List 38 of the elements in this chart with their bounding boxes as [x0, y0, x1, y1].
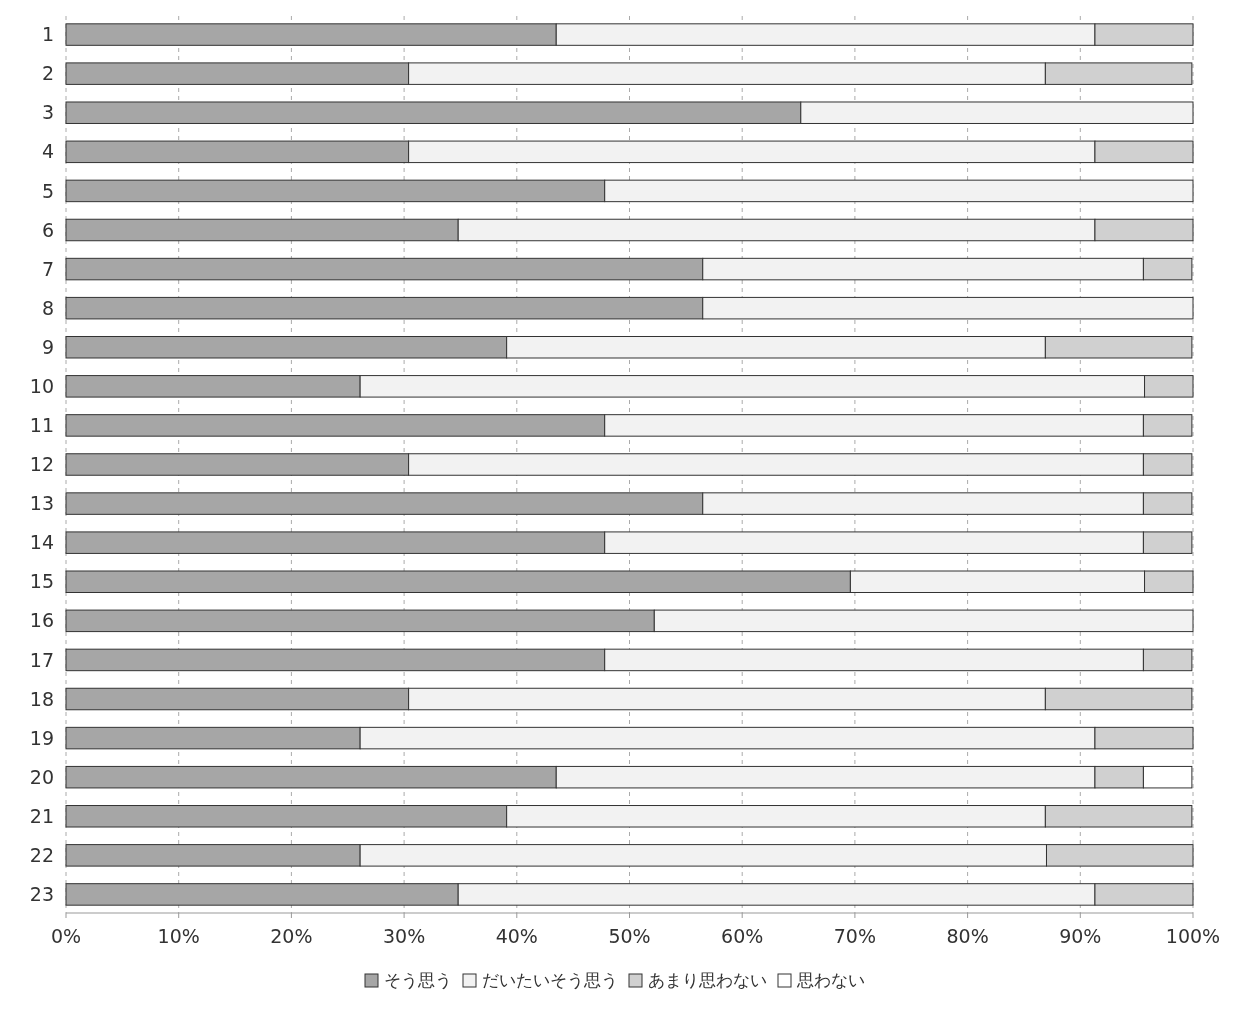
x-tick-label: 50%	[608, 925, 651, 947]
y-tick-label: 17	[29, 648, 54, 671]
y-tick-label: 20	[29, 765, 54, 788]
legend-label: あまり思わない	[648, 970, 767, 990]
x-tick-label: 40%	[495, 925, 538, 947]
legend-label: そう思う	[384, 970, 452, 990]
y-tick-label: 19	[29, 726, 54, 749]
y-tick-label: 21	[29, 804, 54, 827]
legend-label: だいたいそう思う	[482, 970, 618, 990]
x-tick-label: 60%	[721, 925, 764, 947]
y-tick-label: 18	[29, 687, 54, 710]
x-tick-label: 90%	[1059, 925, 1102, 947]
y-tick-label: 23	[29, 883, 54, 906]
x-tick-label: 10%	[157, 925, 200, 947]
y-tick-label: 13	[29, 492, 54, 515]
y-tick-label: 9	[41, 335, 54, 358]
legend-label: 思わない	[796, 970, 865, 990]
x-tick-label: 30%	[382, 925, 426, 947]
y-tick-label: 3	[41, 101, 54, 124]
y-tick-label: 11	[29, 414, 54, 437]
y-tick-label: 14	[29, 531, 54, 554]
y-tick-label: 16	[29, 609, 54, 632]
y-tick-label: 7	[41, 257, 54, 280]
y-tick-label: 1	[41, 23, 54, 46]
y-tick-label: 4	[41, 140, 54, 163]
y-tick-label: 6	[41, 218, 54, 241]
x-tick-label: 100%	[1165, 925, 1221, 947]
y-tick-label: 22	[29, 844, 54, 866]
y-tick-label: 8	[41, 296, 54, 319]
y-tick-label: 5	[41, 179, 54, 202]
y-tick-label: 10	[29, 374, 54, 397]
x-tick-label: 20%	[270, 925, 313, 947]
y-tick-label: 15	[29, 570, 54, 593]
x-tick-label: 70%	[833, 925, 877, 947]
x-tick-label: 80%	[946, 925, 989, 947]
y-tick-label: 2	[41, 62, 54, 85]
y-tick-label: 12	[29, 453, 54, 476]
x-tick-label: 0%	[50, 925, 82, 947]
